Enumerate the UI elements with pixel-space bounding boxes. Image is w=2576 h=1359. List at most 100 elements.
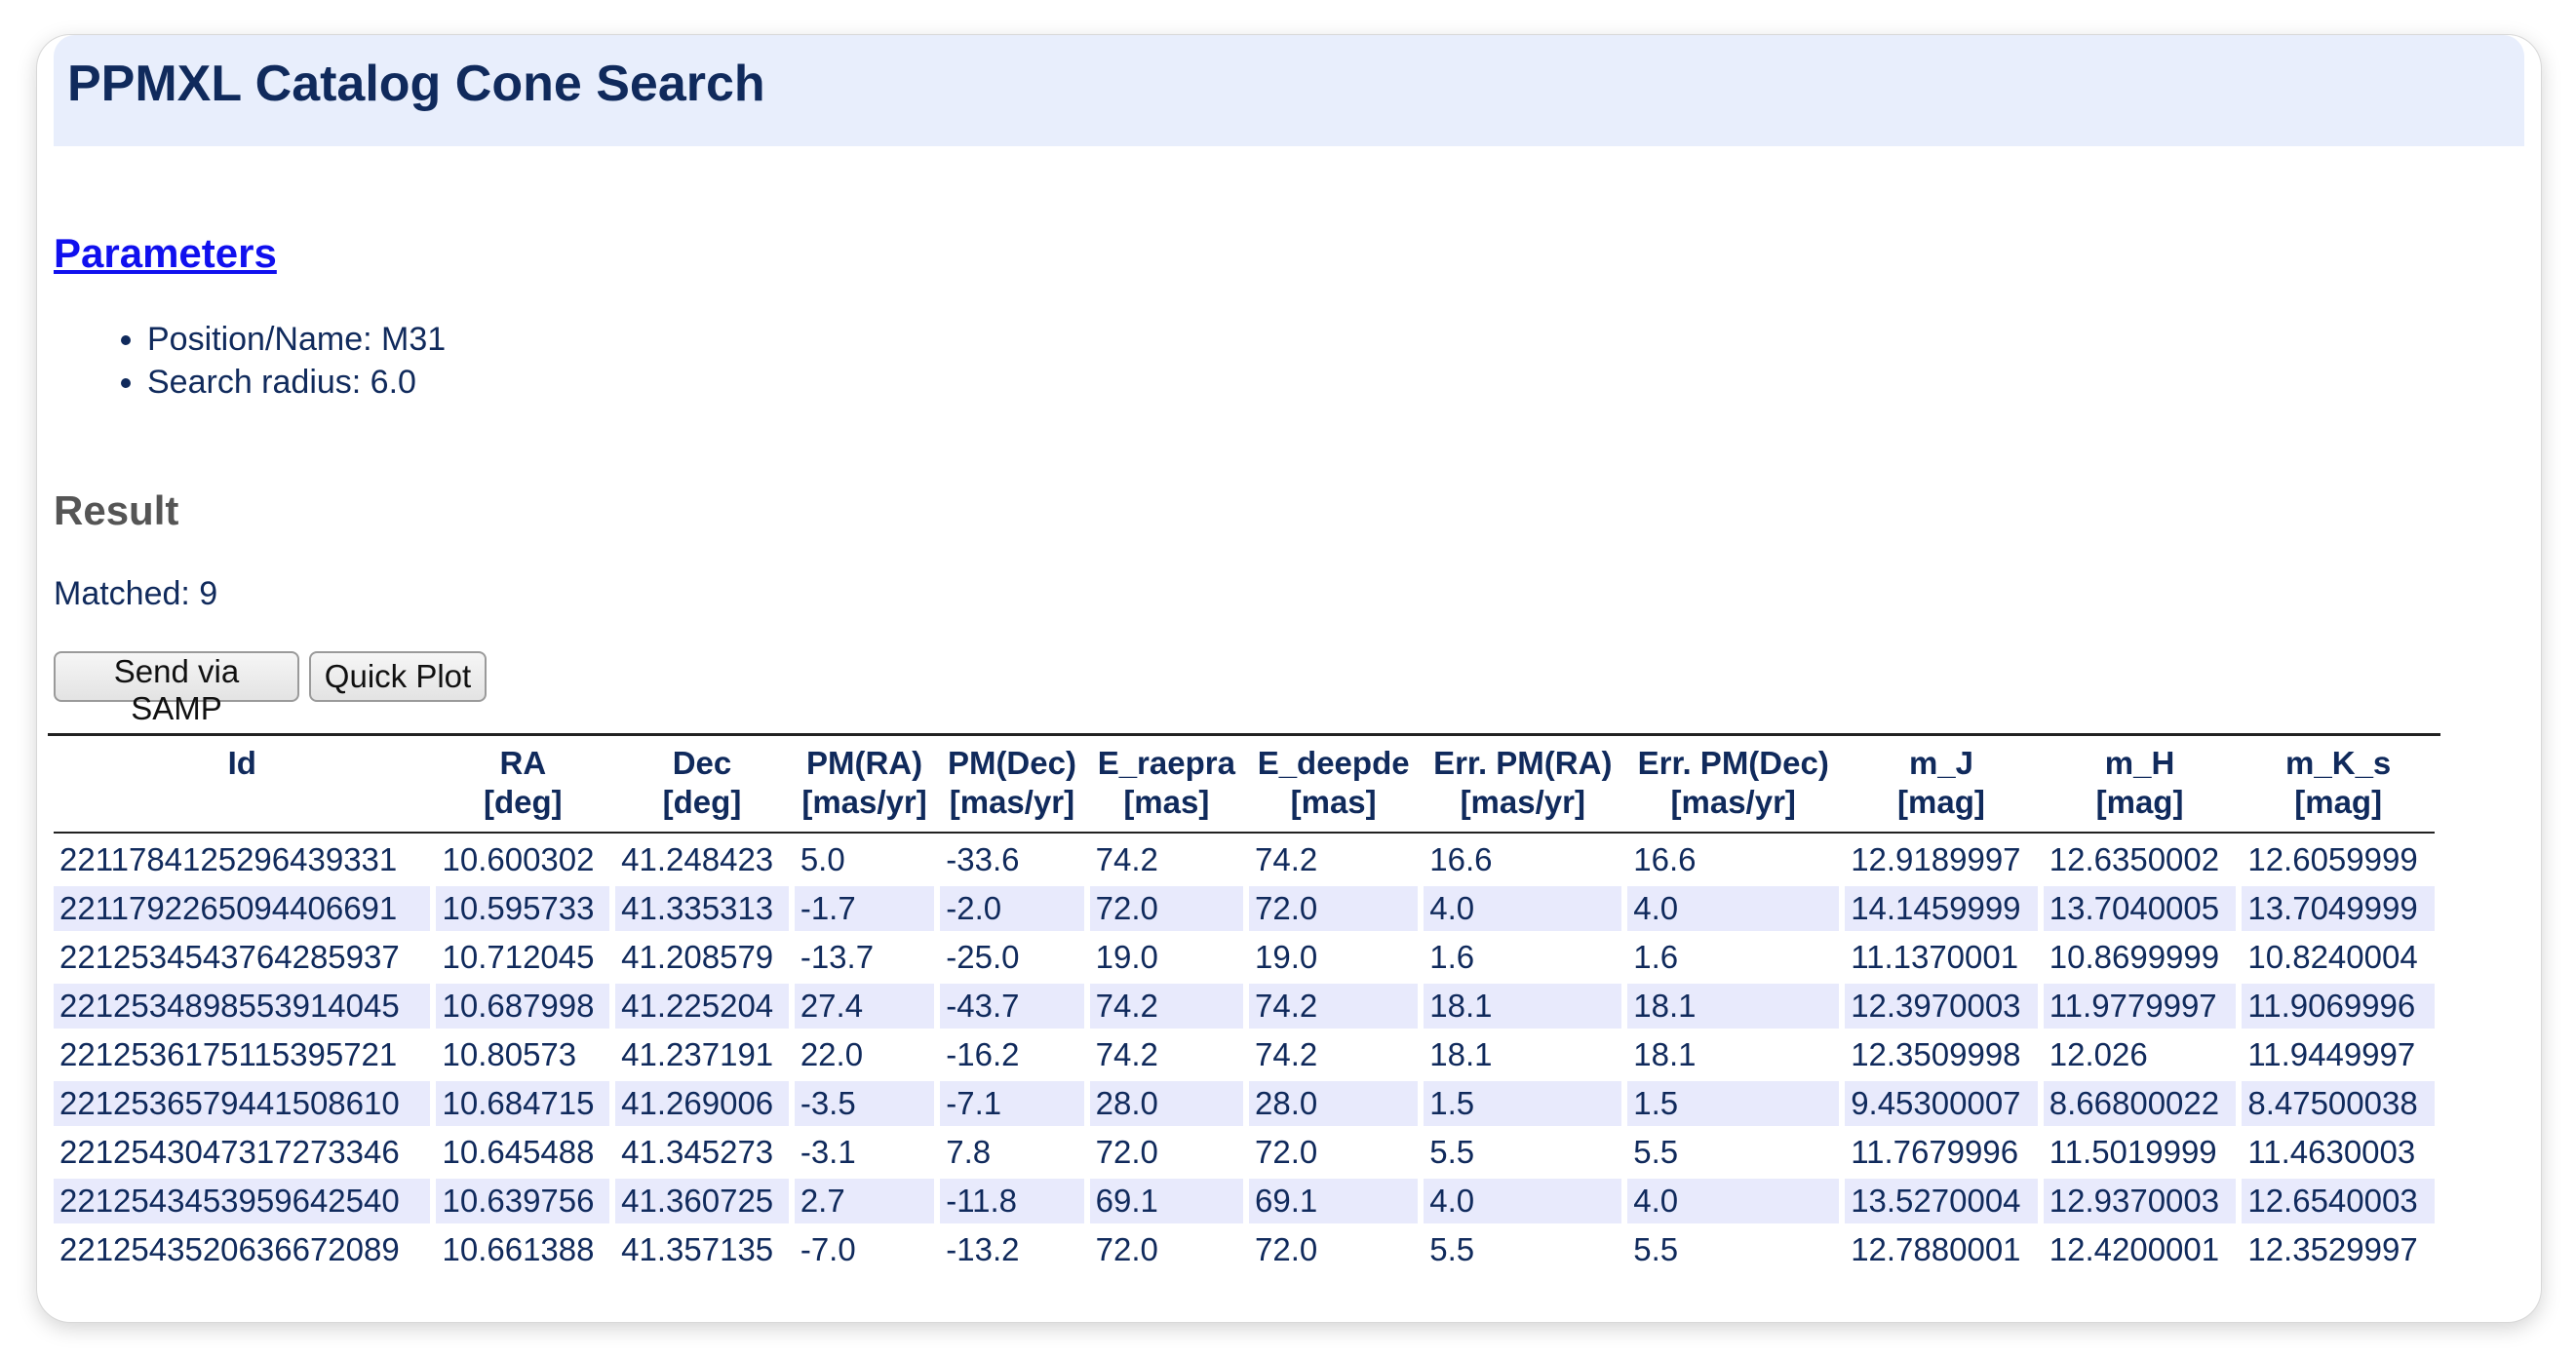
table-cell: 28.0 — [1249, 1081, 1419, 1126]
column-name: m_J — [1908, 745, 1973, 781]
page-title: PPMXL Catalog Cone Search — [67, 56, 765, 112]
table-cell: 2212536579441508610 — [54, 1081, 431, 1126]
table-row: 2212536579441508610 10.684715 41.269006 -3.… — [54, 1081, 2435, 1126]
column-name: m_H — [2104, 745, 2175, 781]
header-rule — [54, 832, 2435, 834]
table-cell: 1.5 — [1424, 1081, 1622, 1126]
table-cell: 74.2 — [1089, 984, 1244, 1029]
results-table-body: 2211784125296439331 10.600302 41.248423 5.0… — [54, 837, 2435, 1272]
table-cell: 74.2 — [1255, 1036, 1318, 1072]
column-unit: [mas/yr] — [949, 784, 1075, 820]
param-position: Position/Name: M31 — [147, 318, 446, 361]
table-cell: -16.2 — [946, 1036, 1020, 1072]
table-cell: -13.2 — [946, 1231, 1020, 1267]
table-cell: 2211784125296439331 — [59, 841, 398, 877]
table-cell: 28.0 — [1089, 1081, 1244, 1126]
table-cell: 12.3529997 — [2247, 1231, 2418, 1267]
column-unit: [mag] — [2095, 784, 2184, 820]
column-header: m_H [mag] — [2044, 740, 2237, 828]
column-header: E_raepra [mas] — [1090, 740, 1243, 828]
table-cell: -3.1 — [800, 1134, 856, 1170]
column-unit: [mas] — [1123, 784, 1210, 820]
column-unit — [56, 783, 428, 822]
table-cell: 41.225204 — [615, 984, 789, 1029]
table-cell: 12.3970003 — [1845, 984, 2038, 1029]
column-header: RA [deg] — [436, 740, 609, 828]
table-cell: 13.5270004 — [1845, 1179, 2038, 1223]
table-cell: 5.0 — [800, 841, 845, 877]
table-cell: 4.0 — [1424, 1179, 1622, 1223]
column-header: Err. PM(Dec) [mas/yr] — [1627, 740, 1839, 828]
column-header: Err. PM(RA) [mas/yr] — [1424, 740, 1621, 828]
param-search-radius: Search radius: 6.0 — [147, 361, 446, 404]
table-cell: 13.7049999 — [2242, 886, 2435, 931]
table-row: 2212543520636672089 10.661388 41.357135 -7.… — [54, 1227, 2435, 1272]
results-table-header: Id RA [deg] Dec [deg] PM(RA) [mas/yr] PM(Dec) [m… — [54, 740, 2435, 834]
table-cell: 12.6350002 — [2049, 841, 2220, 877]
table-cell: 16.6 — [1429, 841, 1493, 877]
table-cell: -7.1 — [940, 1081, 1084, 1126]
table-cell: -1.7 — [794, 886, 935, 931]
table-cell: 41.237191 — [621, 1036, 774, 1072]
table-cell: 72.0 — [1089, 886, 1244, 931]
table-row: 2212536175115395721 10.80573 41.237191 22.0… — [54, 1032, 2435, 1077]
table-cell: 1.6 — [1633, 939, 1679, 975]
table-cell: 11.1370001 — [1851, 939, 2019, 975]
column-unit: [mag] — [2294, 784, 2383, 820]
table-cell: 69.1 — [1249, 1179, 1419, 1223]
table-cell: 72.0 — [1255, 1134, 1318, 1170]
column-header: Id — [54, 740, 430, 828]
table-row: 2212543453959642540 10.639756 41.360725 2.7… — [54, 1179, 2435, 1223]
column-unit: [mas/yr] — [801, 784, 927, 820]
table-cell: 72.0 — [1249, 886, 1419, 931]
column-unit: [mas/yr] — [1460, 784, 1585, 820]
table-cell: 74.2 — [1095, 841, 1158, 877]
table-cell: 72.0 — [1255, 1231, 1318, 1267]
send-via-samp-button[interactable]: Send via SAMP — [54, 651, 299, 726]
result-heading: Result — [54, 487, 179, 533]
column-unit: [mas/yr] — [1670, 784, 1796, 820]
column-header: m_K_s [mag] — [2242, 740, 2435, 828]
table-row: 2211784125296439331 10.600302 41.248423 5.0… — [54, 837, 2435, 882]
table-cell: 41.360725 — [615, 1179, 789, 1223]
table-cell: 10.80573 — [442, 1036, 577, 1072]
table-cell: 5.5 — [1633, 1134, 1679, 1170]
column-unit: [mag] — [1897, 784, 1985, 820]
table-cell: 12.026 — [2049, 1036, 2148, 1072]
browser-window: PPMXL Catalog Cone Search Parameters Pos… — [37, 35, 2541, 1322]
table-cell: 72.0 — [1095, 1231, 1158, 1267]
table-row: 2212534898553914045 10.687998 41.225204 27.… — [54, 984, 2435, 1029]
table-cell: 4.0 — [1627, 886, 1840, 931]
table-cell: 41.208579 — [621, 939, 774, 975]
table-cell: 12.9189997 — [1851, 841, 2021, 877]
table-cell: 11.7679996 — [1851, 1134, 2019, 1170]
table-cell: 8.66800022 — [2043, 1081, 2237, 1126]
table-cell: 41.248423 — [621, 841, 774, 877]
column-unit: [deg] — [483, 784, 563, 820]
table-cell: 9.45300007 — [1845, 1081, 2038, 1126]
column-name: Err. PM(Dec) — [1637, 745, 1829, 781]
table-cell: 19.0 — [1095, 939, 1158, 975]
table-cell: 41.345273 — [621, 1134, 774, 1170]
table-cell: 2212543047317273346 — [59, 1134, 400, 1170]
column-name: E_raepra — [1097, 745, 1235, 781]
table-cell: 7.8 — [946, 1134, 992, 1170]
table-cell: 10.639756 — [436, 1179, 610, 1223]
column-header: Dec [deg] — [615, 740, 789, 828]
table-cell: 11.4630003 — [2247, 1134, 2416, 1170]
column-name: m_K_s — [2285, 745, 2392, 781]
parameters-link[interactable]: Parameters — [54, 230, 277, 276]
column-name: PM(RA) — [805, 745, 923, 781]
table-cell: 11.5019999 — [2049, 1134, 2217, 1170]
table-cell: 74.2 — [1255, 841, 1318, 877]
table-cell: 2212543453959642540 — [54, 1179, 431, 1223]
matched-count: Matched: 9 — [54, 575, 218, 612]
column-header: m_J [mag] — [1845, 740, 2038, 828]
table-cell: -7.0 — [800, 1231, 856, 1267]
table-row: 2212543047317273346 10.645488 41.345273 -3.… — [54, 1130, 2435, 1175]
table-cell: -25.0 — [946, 939, 1020, 975]
table-cell: 18.1 — [1627, 984, 1840, 1029]
table-cell: 16.6 — [1633, 841, 1697, 877]
quick-plot-button[interactable]: Quick Plot — [309, 651, 487, 702]
table-cell: -2.0 — [940, 886, 1084, 931]
